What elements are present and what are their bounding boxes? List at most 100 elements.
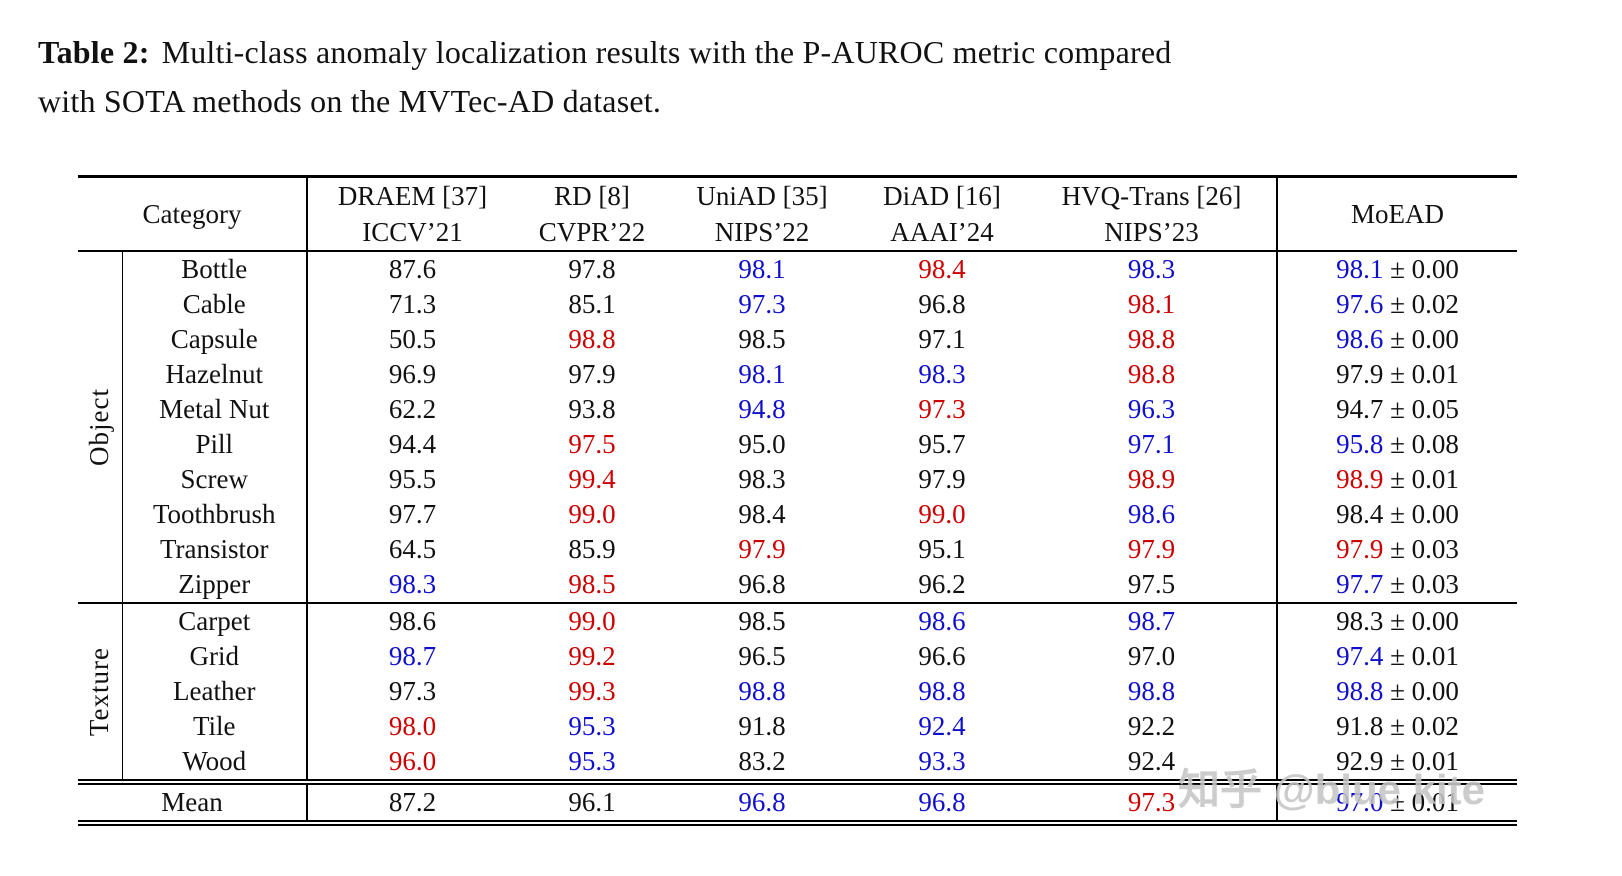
- value-cell: 98.3: [918, 359, 966, 389]
- value-cell: 98.6: [918, 606, 966, 636]
- moead-value: 97.9: [1336, 534, 1384, 564]
- value-cell: 97.3: [918, 394, 966, 424]
- moead-std: ± 0.01: [1383, 464, 1459, 494]
- value-cell: 93.8: [568, 394, 616, 424]
- value-cell: 98.1: [1127, 289, 1176, 319]
- caption-line1: Multi-class anomaly localization results…: [161, 34, 1172, 70]
- value-cell: 97.1: [918, 324, 966, 354]
- mean-row: Mean 87.2 96.1 96.8 96.8 97.3 97.0 ± 0.01: [78, 779, 1517, 826]
- data-row: Hazelnut 96.9 97.9 98.1 98.3 98.8 97.9 ± 0.01: [78, 357, 1517, 392]
- value-cell: 98.8: [1127, 324, 1176, 354]
- moead-std: ± 0.00: [1383, 499, 1459, 529]
- value-cell: 96.9: [388, 359, 437, 389]
- value-cell: 98.8: [568, 324, 616, 354]
- value-cell: 96.2: [857, 567, 1027, 604]
- value-cell: 98.8: [1127, 359, 1176, 389]
- value-cell: 92.4: [1127, 746, 1176, 776]
- value-cell: 99.0: [568, 606, 616, 636]
- value-cell: 98.1: [738, 254, 786, 284]
- value-cell: 97.8: [568, 254, 616, 284]
- category-cell: Zipper: [122, 567, 308, 604]
- value-cell: 97.1: [1127, 429, 1176, 459]
- moead-value: 92.9: [1336, 746, 1384, 776]
- moead-std: ± 0.02: [1383, 289, 1459, 319]
- data-row: Grid 98.7 99.2 96.5 96.6 97.0 97.4 ± 0.01: [78, 639, 1517, 674]
- mean-label-cell: Mean: [78, 779, 308, 826]
- value-cell: 99.2: [568, 641, 616, 671]
- moead-std: ± 0.01: [1383, 641, 1459, 671]
- data-row: Screw 95.5 99.4 98.3 97.9 98.9 98.9 ± 0.01: [78, 462, 1517, 497]
- method-venue-header: ICCV’21: [307, 214, 517, 252]
- value-cell: 98.7: [1127, 606, 1176, 636]
- method-venue-header: NIPS’22: [667, 214, 857, 252]
- data-row: Metal Nut 62.2 93.8 94.8 97.3 96.3 94.7 ± 0.05: [78, 392, 1517, 427]
- method-name-header: DRAEM [37]: [337, 180, 488, 211]
- value-cell: 94.4: [388, 429, 437, 459]
- moead-value: 97.4: [1336, 641, 1384, 671]
- moead-value: 95.8: [1336, 429, 1384, 459]
- group-label: Texture: [84, 646, 115, 737]
- value-cell: 97.7: [388, 499, 437, 529]
- category-cell: Toothbrush: [122, 497, 308, 532]
- value-cell: 95.0: [738, 429, 786, 459]
- method-name-header: RD [8]: [554, 180, 630, 211]
- moead-cell: 91.8 ± 0.02: [1276, 709, 1517, 744]
- moead-cell: 98.8 ± 0.00: [1276, 674, 1517, 709]
- data-row: Wood 96.0 95.3 83.2 93.3 92.4 92.9 ± 0.01: [78, 744, 1517, 782]
- value-cell: 97.5: [568, 429, 616, 459]
- value-cell: 98.6: [1127, 499, 1176, 529]
- value-cell: 97.3: [1027, 779, 1277, 826]
- value-cell: 98.4: [738, 499, 786, 529]
- category-cell: Transistor: [122, 532, 308, 567]
- method-venue-header: NIPS’23: [1027, 214, 1277, 252]
- value-cell: 99.0: [568, 499, 616, 529]
- value-cell: 98.3: [1127, 254, 1176, 284]
- data-row: Capsule 50.5 98.8 98.5 97.1 98.8 98.6 ± 0.00: [78, 322, 1517, 357]
- value-cell: 96.6: [918, 641, 966, 671]
- moead-value: 98.9: [1336, 464, 1384, 494]
- moead-value: 91.8: [1336, 711, 1384, 741]
- value-cell: 97.3: [388, 676, 437, 706]
- value-cell: 85.1: [568, 289, 616, 319]
- moead-std: ± 0.03: [1383, 569, 1459, 599]
- moead-value: 98.4: [1336, 499, 1384, 529]
- moead-std: ± 0.08: [1383, 429, 1459, 459]
- value-cell: 97.9: [918, 464, 966, 494]
- moead-std: ± 0.00: [1383, 676, 1459, 706]
- data-row: Texture Carpet 98.6 99.0 98.5 98.6 98.7 98.3 ± …: [78, 603, 1517, 782]
- col-header-category: Category: [78, 176, 308, 252]
- moead-std: ± 0.00: [1383, 254, 1459, 284]
- category-cell: Carpet: [122, 603, 308, 639]
- moead-std: ± 0.01: [1383, 359, 1459, 389]
- value-cell: 97.9: [1127, 534, 1176, 564]
- moead-cell: 94.7 ± 0.05: [1276, 392, 1517, 427]
- value-cell: 98.8: [738, 676, 786, 706]
- category-cell: Hazelnut: [122, 357, 308, 392]
- value-cell: 99.0: [918, 499, 966, 529]
- value-cell: 95.3: [568, 746, 616, 776]
- value-cell: 64.5: [388, 534, 437, 564]
- value-cell: 92.2: [1127, 711, 1176, 741]
- value-cell: 98.3: [738, 464, 786, 494]
- value-cell: 98.0: [388, 711, 437, 741]
- moead-cell: 92.9 ± 0.01: [1276, 744, 1517, 782]
- value-cell: 98.5: [517, 567, 667, 604]
- moead-std: ± 0.02: [1383, 711, 1459, 741]
- caption-line2: with SOTA methods on the MVTec-AD datase…: [38, 83, 662, 119]
- moead-value: 97.7: [1336, 569, 1384, 599]
- header-row-methods: Category DRAEM [37] RD [8] UniAD [35] DiAD […: [78, 176, 1517, 252]
- method-name-header: DiAD [16]: [883, 180, 1001, 211]
- moead-cell: 98.4 ± 0.00: [1276, 497, 1517, 532]
- value-cell: 85.9: [568, 534, 616, 564]
- value-cell: 96.8: [918, 289, 966, 319]
- value-cell: 98.5: [738, 324, 786, 354]
- value-cell: 95.5: [388, 464, 437, 494]
- data-row: Zipper 98.3 98.5 96.8 96.2 97.5 97.7 ± 0.03: [78, 567, 1517, 604]
- value-cell: 98.8: [1127, 676, 1176, 706]
- value-cell: 93.3: [918, 746, 966, 776]
- value-cell: 95.3: [568, 711, 616, 741]
- value-cell: 50.5: [388, 324, 437, 354]
- value-cell: 96.0: [388, 746, 437, 776]
- moead-cell: 98.6 ± 0.00: [1276, 322, 1517, 357]
- value-cell: 98.3: [307, 567, 517, 604]
